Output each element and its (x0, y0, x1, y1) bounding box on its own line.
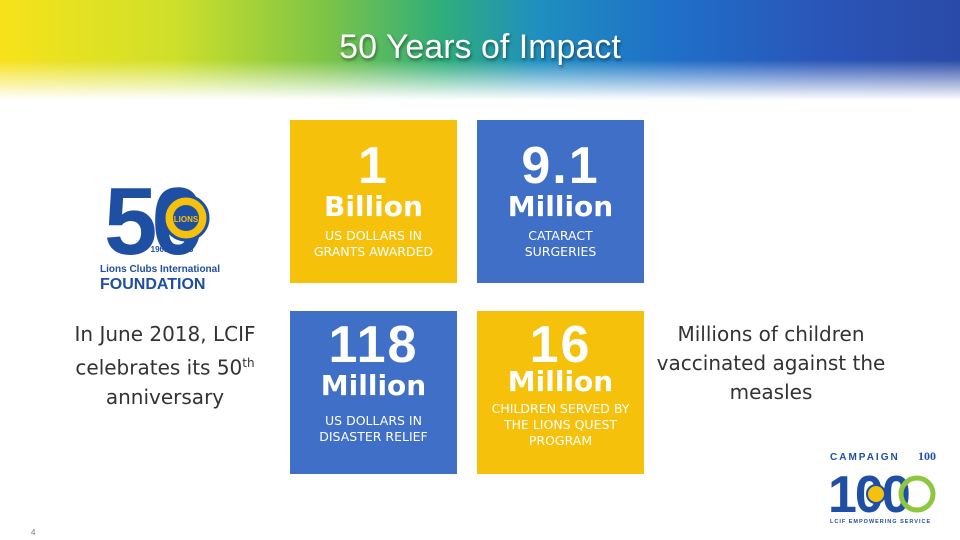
stat-card-lions-quest: 16 Million CHILDREN SERVED BY THE LIONS … (477, 311, 644, 474)
campaign-100-logo: CAMPAIGN 100 100 LCIF EMPOWERING SERVICE (828, 449, 936, 525)
stat-unit: Million (320, 369, 427, 402)
stat-unit: Million (507, 190, 614, 223)
page-title: 50 Years of Impact (339, 28, 621, 66)
stat-card-disaster: 118 Million US DOLLARS IN DISASTER RELIE… (290, 311, 457, 474)
campaign-num: 100 (918, 449, 936, 463)
page-number: 4 (31, 528, 36, 537)
measles-text: Millions of children vaccinated against … (656, 322, 886, 404)
stat-unit: Billion (324, 190, 423, 223)
campaign-emblem-icon (866, 484, 886, 504)
stat-number: 9.1 (521, 137, 600, 195)
stat-card-cataract: 9.1 Million CATARACT SURGERIES (477, 120, 644, 283)
stat-number: 16 (529, 316, 592, 374)
logo-foundation: FOUNDATION (100, 276, 205, 292)
logo-emblem-text: LIONS (174, 215, 199, 224)
logo-org: Lions Clubs International (100, 264, 220, 275)
lcif-50-logo: 50 LIONS 1968 - 2018 Lions Clubs Interna… (100, 172, 220, 292)
campaign-tagline: LCIF EMPOWERING SERVICE (830, 519, 931, 525)
stat-description: US DOLLARS IN GRANTS AWARDED (313, 228, 434, 259)
campaign-label: CAMPAIGN (830, 452, 900, 463)
stat-number: 1 (358, 137, 389, 195)
stat-unit: Million (507, 365, 614, 398)
stat-description: US DOLLARS IN DISASTER RELIEF (319, 413, 428, 444)
stat-description: CATARACT SURGERIES (524, 228, 597, 259)
stat-number: 118 (328, 316, 419, 374)
logo-years: 1968 - 2018 (151, 245, 194, 254)
stat-card-grants: 1 Billion US DOLLARS IN GRANTS AWARDED (290, 120, 457, 283)
anniversary-text: In June 2018, LCIF celebrates its 50th a… (74, 322, 256, 409)
header-banner (0, 0, 960, 100)
stat-description: CHILDREN SERVED BY THE LIONS QUEST PROGR… (491, 401, 630, 448)
